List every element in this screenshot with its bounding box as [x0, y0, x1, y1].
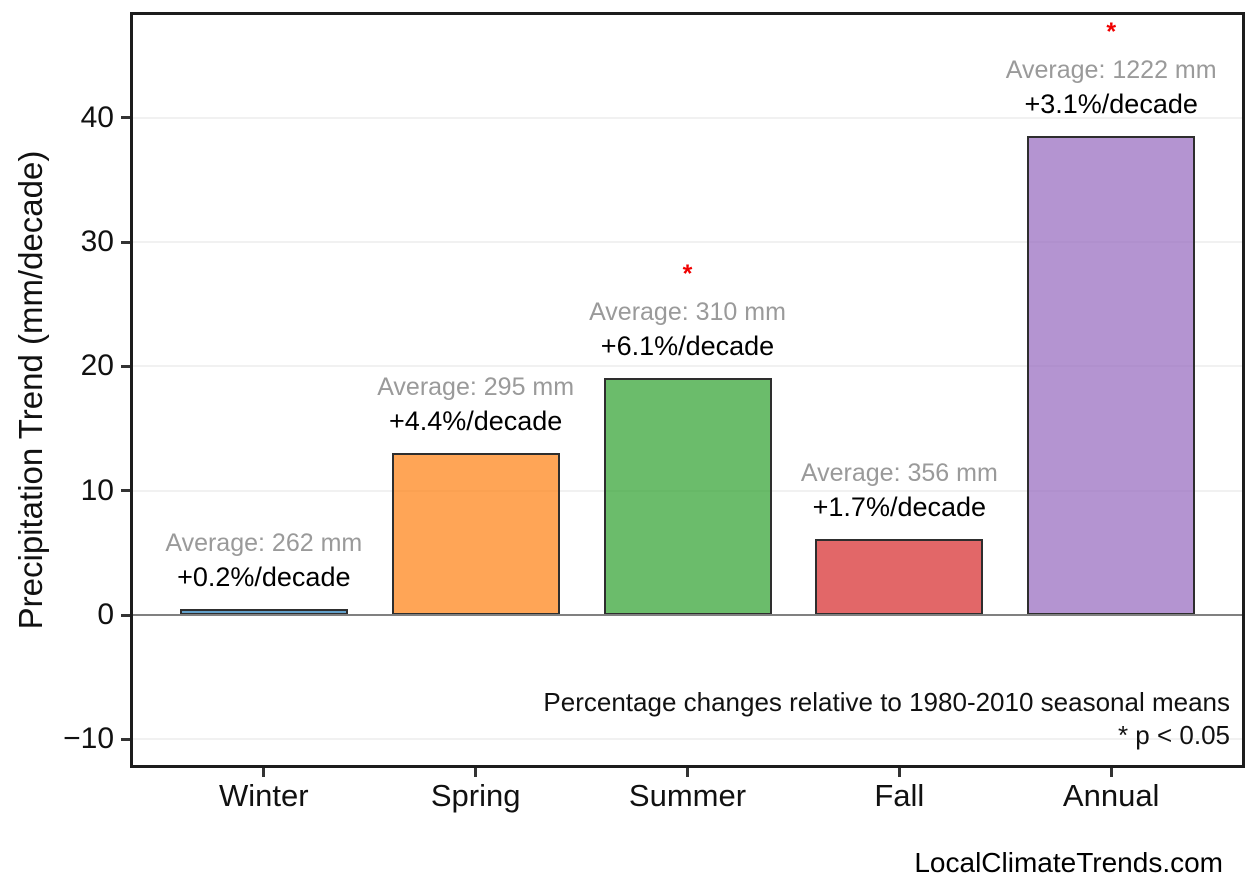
y-tick-label: 10 — [80, 473, 114, 507]
average-label: Average: 295 mm — [377, 373, 575, 402]
x-tick-label-winter: Winter — [219, 778, 309, 813]
y-tick-mark — [121, 489, 130, 493]
x-tick-mark — [686, 768, 689, 777]
x-tick-label-annual: Annual — [1062, 778, 1160, 813]
bar-annotation-annual: * Average: 1222 mm +3.1%/decade — [931, 17, 1258, 122]
y-tick-label: 20 — [80, 349, 114, 383]
x-tick-label-fall: Fall — [874, 778, 925, 813]
trend-label: +3.1%/decade — [1024, 89, 1198, 120]
y-tick-mark — [121, 737, 130, 741]
significance-asterisk: * — [1106, 18, 1117, 47]
y-tick-mark — [121, 364, 130, 368]
y-tick-mark — [121, 613, 130, 617]
x-tick-mark — [262, 768, 266, 777]
bar-annotation-fall: Average: 356 mm +1.7%/decade — [719, 456, 1079, 525]
note-line-1: Percentage changes relative to 1980-2010… — [543, 687, 1230, 717]
bar-spring — [391, 453, 560, 616]
average-label: Average: 310 mm — [589, 297, 786, 326]
bar-annotation-spring: Average: 295 mm +4.4%/decade — [296, 370, 656, 439]
gridline — [133, 738, 1242, 741]
x-tick-mark — [897, 768, 901, 777]
y-tick-label: 40 — [80, 100, 114, 134]
significance-asterisk: * — [682, 259, 693, 288]
note-line-2: * p < 0.05 — [1117, 720, 1230, 750]
average-label: Average: 356 mm — [800, 459, 998, 488]
y-tick-label: −10 — [63, 722, 114, 756]
trend-label: +4.4%/decade — [388, 406, 563, 437]
gridline — [133, 241, 1242, 244]
watermark-text: LocalClimateTrends.com — [914, 847, 1223, 878]
trend-label: +0.2%/decade — [177, 561, 351, 592]
bar-summer — [603, 377, 772, 616]
average-label: Average: 1222 mm — [1005, 56, 1217, 85]
chart-note: Percentage changes relative to 1980-2010… — [543, 686, 1230, 752]
bar-annotation-winter: Average: 262 mm +0.2%/decade — [84, 526, 444, 595]
x-tick-mark — [474, 768, 478, 777]
y-tick-label: 0 — [97, 598, 114, 632]
average-label: Average: 262 mm — [165, 528, 363, 557]
trend-label: +1.7%/decade — [812, 492, 987, 523]
bar-winter — [179, 608, 348, 616]
y-tick-mark — [121, 116, 130, 120]
x-tick-label-spring: Spring — [430, 778, 521, 813]
gridline — [133, 116, 1242, 119]
y-tick-mark — [121, 240, 130, 244]
zero-line — [133, 614, 1242, 617]
gridline — [133, 365, 1242, 368]
bar-annotation-summer: * Average: 310 mm +6.1%/decade — [508, 259, 868, 364]
y-axis-title: Precipitation Trend (mm/decade) — [12, 150, 49, 630]
x-tick-label-summer: Summer — [628, 778, 747, 813]
x-tick-mark — [1109, 768, 1113, 777]
bar-annual — [1027, 136, 1196, 616]
bar-fall — [815, 539, 984, 616]
trend-label: +6.1%/decade — [600, 330, 775, 361]
y-tick-label: 30 — [80, 225, 114, 259]
